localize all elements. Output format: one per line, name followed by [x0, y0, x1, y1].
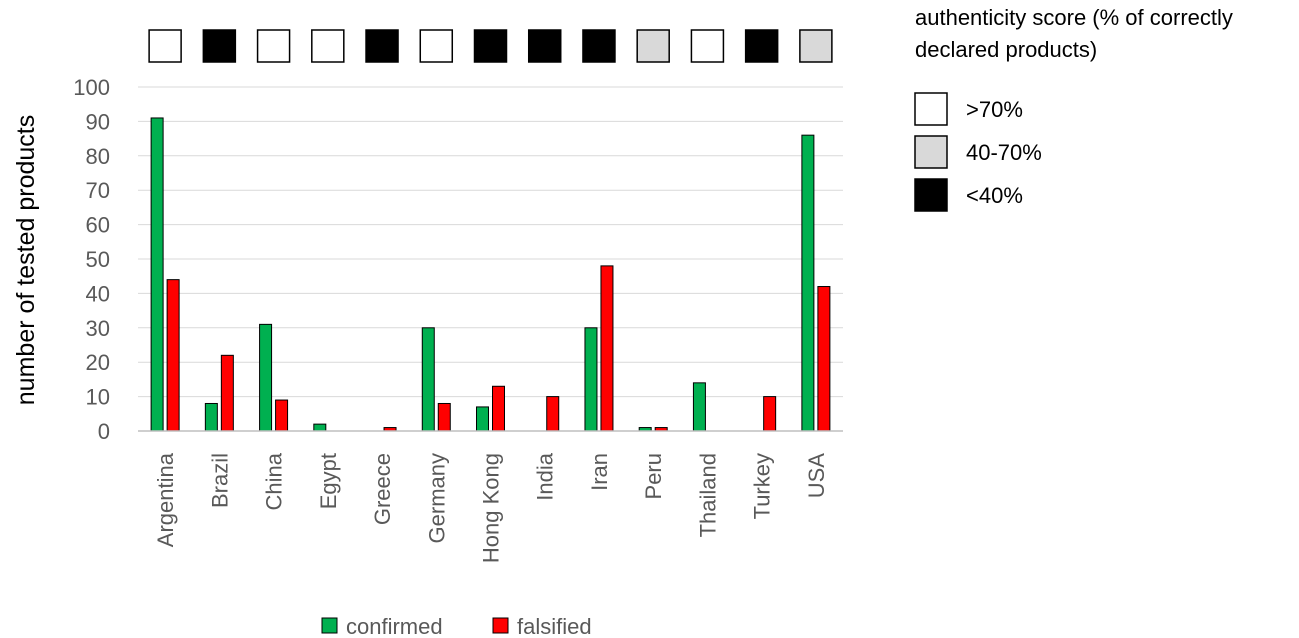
x-tick-label: Brazil: [207, 453, 232, 508]
authenticity-square: [582, 29, 616, 63]
legend-swatch-confirmed: [321, 617, 338, 634]
authenticity-score-legend: authenticity score (% of correctly decla…: [914, 5, 1233, 212]
bar-confirmed: [476, 406, 489, 432]
bar-confirmed: [692, 382, 706, 432]
bar-falsified: [492, 385, 505, 432]
x-tick-label: Argentina: [153, 452, 178, 547]
score-legend-swatch: [914, 178, 948, 212]
bar-confirmed: [801, 134, 815, 432]
y-tick-label: 90: [86, 109, 110, 134]
bar-falsified: [437, 402, 451, 432]
authenticity-square: [636, 29, 670, 63]
y-axis-label: number of tested products: [12, 115, 40, 405]
authenticity-title-line2: declared products): [915, 37, 1097, 62]
x-tick-label: India: [533, 452, 558, 500]
authenticity-square: [744, 29, 779, 63]
y-tick-label: 60: [86, 213, 110, 238]
x-tick-label: Peru: [641, 453, 666, 499]
y-tick-label: 0: [98, 419, 110, 444]
legend-label-confirmed: confirmed: [346, 614, 443, 638]
score-legend-label: >70%: [966, 97, 1023, 122]
bar-confirmed: [150, 117, 164, 432]
x-tick-label: China: [262, 452, 287, 510]
bar-falsified: [546, 396, 560, 432]
y-axis-ticks: 0 10 20 30 40 50 60 70 80 90 100: [73, 75, 110, 444]
authenticity-square: [690, 29, 725, 63]
legend-swatch-falsified: [492, 617, 509, 634]
authenticity-square: [256, 29, 291, 63]
gridlines: [138, 86, 843, 398]
x-tick-label: Thailand: [695, 453, 720, 537]
x-tick-label: Iran: [587, 453, 612, 491]
y-tick-label: 30: [86, 316, 110, 341]
bars: [150, 117, 831, 432]
x-tick-label: Germany: [424, 453, 449, 543]
authenticity-square: [365, 29, 399, 63]
authenticity-square: [419, 29, 454, 63]
authenticity-square: [527, 29, 562, 63]
score-legend-label: 40-70%: [966, 140, 1042, 165]
x-tick-label: USA: [804, 453, 829, 499]
y-tick-label: 10: [86, 385, 110, 410]
authenticity-title-line1: authenticity score (% of correctly: [915, 5, 1233, 30]
bar-confirmed: [259, 323, 273, 432]
bar-confirmed: [584, 327, 598, 432]
authenticity-square: [148, 29, 182, 63]
x-tick-label: Hong Kong: [479, 453, 504, 563]
y-tick-label: 80: [86, 144, 110, 169]
authenticity-square: [202, 29, 237, 63]
x-axis-tick-labels: Argentina Brazil China Egypt Greece Germany Ho…: [153, 452, 829, 563]
y-tick-label: 50: [86, 247, 110, 272]
bar-confirmed: [421, 327, 435, 432]
score-legend-swatch: [914, 92, 948, 126]
bar-confirmed: [313, 423, 327, 432]
y-tick-label: 70: [86, 178, 110, 203]
bar-falsified: [817, 286, 831, 432]
bar-falsified: [166, 279, 180, 432]
score-legend-swatch: [914, 135, 948, 169]
bar-falsified: [220, 354, 234, 432]
bar-falsified: [275, 399, 289, 432]
authenticity-squares: [148, 29, 833, 63]
legend-label-falsified: falsified: [517, 614, 592, 638]
y-tick-label: 100: [73, 75, 110, 100]
authenticity-square: [473, 29, 508, 63]
bar-confirmed: [204, 402, 218, 432]
y-tick-label: 20: [86, 350, 110, 375]
x-tick-label: Turkey: [750, 453, 775, 519]
bar-falsified: [600, 265, 614, 432]
authenticity-square: [311, 29, 345, 63]
x-tick-label: Greece: [370, 453, 395, 525]
bar-falsified: [763, 396, 777, 432]
legend: confirmed falsified: [321, 614, 592, 638]
score-legend-label: <40%: [966, 183, 1023, 208]
x-tick-label: Egypt: [316, 453, 341, 509]
authenticity-square: [799, 29, 833, 63]
y-tick-label: 40: [86, 281, 110, 306]
